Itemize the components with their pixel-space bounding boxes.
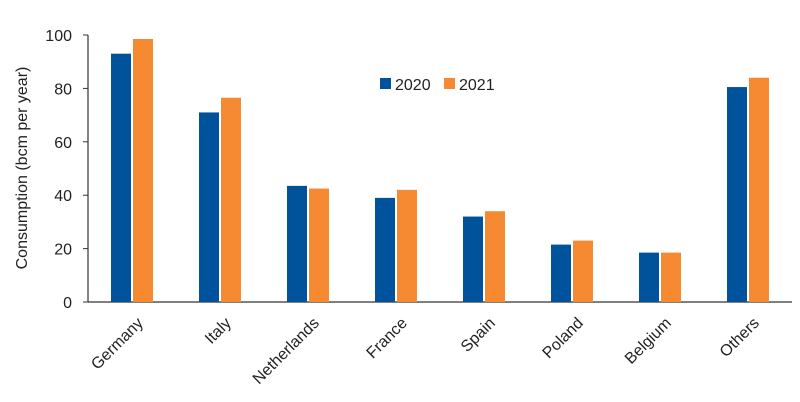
bar-others-2020 (727, 87, 747, 302)
y-axis-title: Consumption (bcm per year) (14, 67, 31, 270)
legend-label-2021: 2021 (459, 77, 495, 94)
legend-swatch-2021 (444, 78, 455, 89)
bar-poland-2021 (573, 240, 593, 302)
x-category-label: Spain (458, 315, 499, 356)
axes (87, 35, 792, 303)
bar-france-2020 (375, 197, 395, 302)
legend: 2020 2021 (380, 77, 495, 94)
bar-spain-2020 (463, 216, 483, 302)
legend-swatch-2020 (380, 78, 391, 89)
y-ticks: 0 20 40 60 80 100 (45, 28, 88, 312)
y-tick-label: 20 (54, 242, 72, 259)
x-category-label: Germany (88, 315, 147, 374)
legend-label-2020: 2020 (395, 77, 431, 94)
bar-france-2021 (397, 189, 417, 302)
y-tick-label: 80 (54, 81, 72, 98)
x-category-label: Poland (540, 315, 587, 362)
bar-italy-2020 (199, 112, 219, 303)
bar-italy-2021 (221, 97, 241, 303)
y-tick-label: 60 (54, 135, 72, 152)
bar-poland-2020 (551, 244, 571, 302)
y-tick-label: 100 (45, 28, 72, 45)
bar-belgium-2020 (639, 252, 659, 302)
bar-netherlands-2020 (287, 185, 307, 302)
bar-spain-2021 (485, 211, 505, 302)
bar-germany-2021 (133, 39, 153, 302)
y-tick-label: 0 (63, 295, 72, 312)
y-tick-label: 40 (54, 188, 72, 205)
x-category-label: Others (717, 315, 763, 361)
x-category-label: Belgium (622, 315, 675, 368)
x-category-label: Netherlands (250, 315, 323, 388)
bars (111, 39, 769, 303)
bar-netherlands-2021 (309, 188, 329, 302)
x-category-label: Italy (202, 315, 235, 348)
x-category-labels: Germany Italy Netherlands France Spain Poland… (88, 315, 763, 388)
bar-belgium-2021 (661, 252, 681, 302)
x-category-label: France (364, 315, 411, 362)
bar-others-2021 (749, 77, 769, 302)
bar-germany-2020 (111, 53, 131, 302)
